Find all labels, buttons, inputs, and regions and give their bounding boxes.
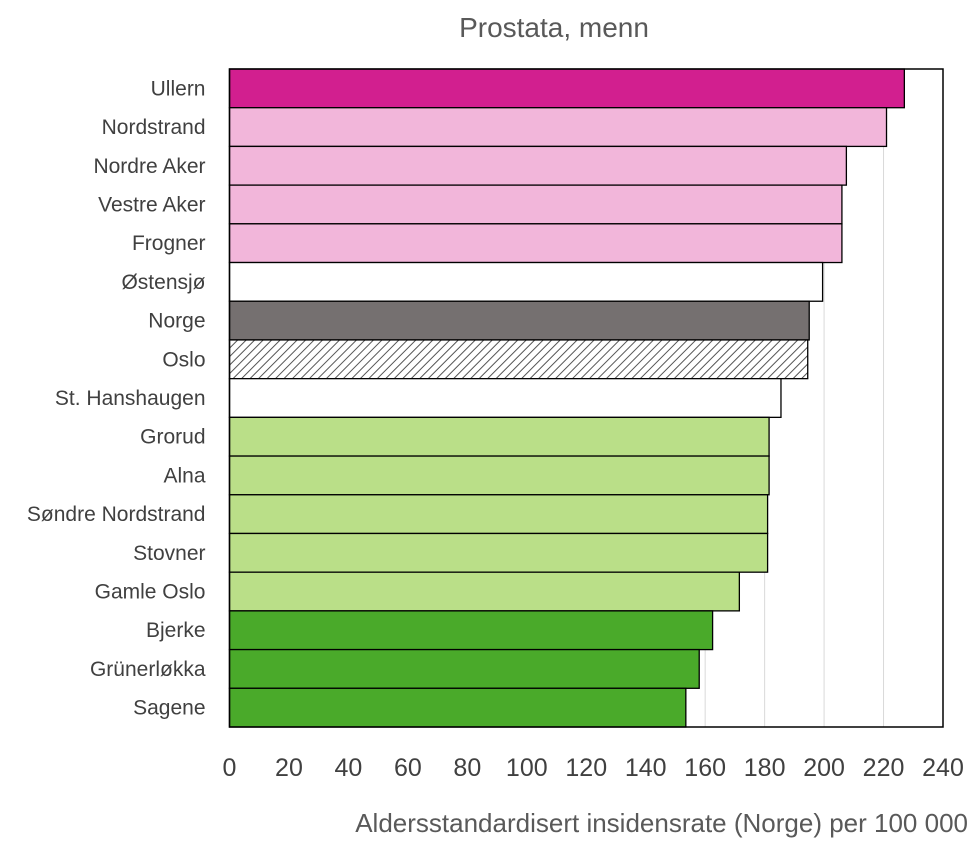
bar [228,416,770,457]
category-label: Østensjø [121,271,205,294]
bar [228,339,809,380]
chart-title: Prostata, menn [459,12,649,43]
x-tick-label: 160 [684,754,726,782]
category-label: Stovner [133,542,205,565]
category-label: Søndre Nordstrand [27,503,206,526]
category-label: Gamle Oslo [95,581,206,604]
x-tick-label: 60 [394,754,422,782]
bar [228,300,810,341]
bar [228,610,714,651]
category-label: Norge [148,310,205,333]
category-label: Frogner [132,232,206,255]
x-tick-label: 0 [223,754,237,782]
category-label: St. Hanshaugen [55,387,206,410]
category-label: Grünerløkka [90,658,206,681]
x-tick-label: 40 [335,754,363,782]
x-tick-label: 20 [275,754,303,782]
category-label: Sagene [133,697,205,720]
bar [228,377,782,419]
bar [228,455,770,496]
bar [228,571,741,612]
bar [228,494,769,535]
x-tick-label: 220 [863,754,905,782]
category-label: Vestre Aker [98,193,205,216]
bar [228,261,824,302]
x-tick-label: 80 [453,754,481,782]
x-tick-label: 240 [922,754,964,782]
x-tick-label: 200 [803,754,845,782]
bar [228,68,906,109]
x-axis-label: Aldersstandardisert insidensrate (Norge)… [355,808,968,838]
x-tick-label: 140 [625,754,667,782]
plot-frame [228,68,944,728]
category-label: Oslo [162,348,205,371]
bar [228,145,848,186]
bar [228,184,843,225]
category-label: Alna [163,464,205,487]
x-tick-label: 100 [506,754,548,782]
category-label: Bjerke [146,619,206,642]
bar [228,687,687,728]
bar [228,532,769,573]
category-label: Ullern [151,77,206,100]
category-label: Grorud [140,426,205,449]
bar [228,648,700,689]
x-tick-label: 180 [744,754,786,782]
category-label: Nordstrand [102,116,206,139]
bar [228,107,888,148]
x-tick-label: 120 [565,754,607,782]
category-label: Nordre Aker [93,155,205,178]
bar [228,223,843,264]
